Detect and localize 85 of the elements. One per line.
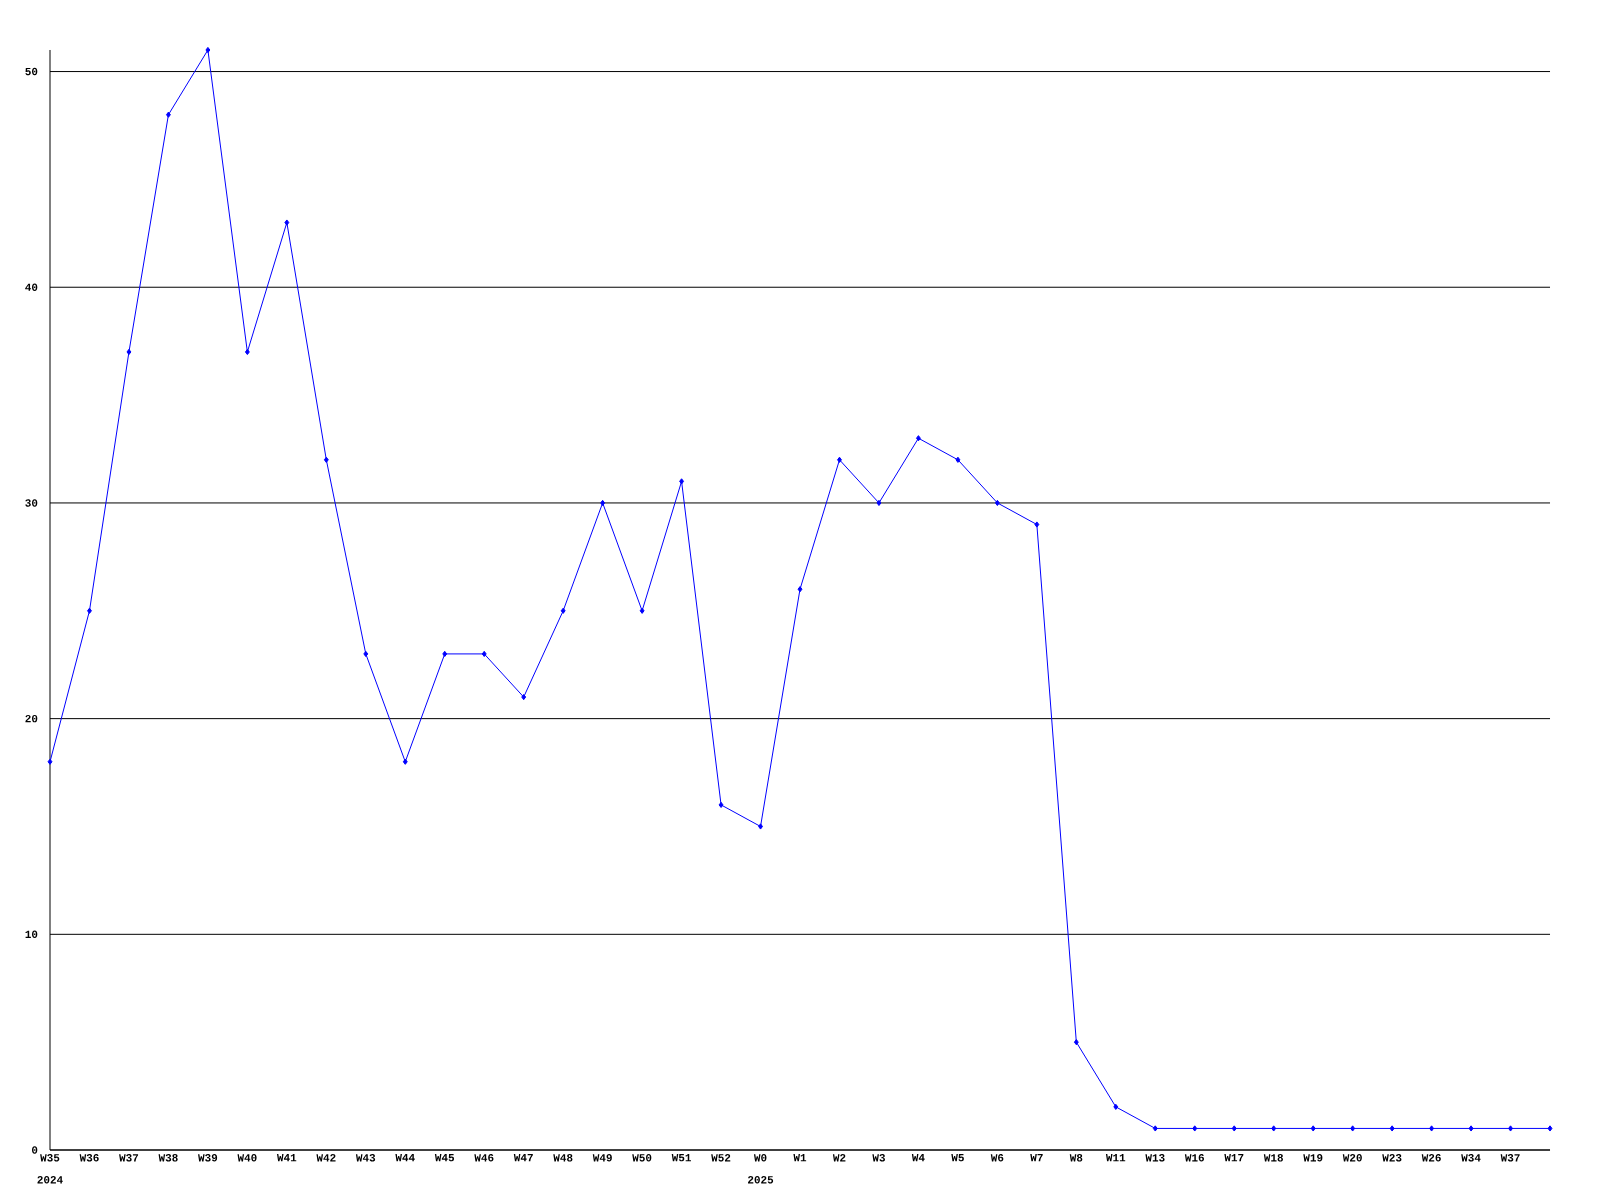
x-tick-label: W1: [793, 1154, 807, 1162]
y-tick-label: 10: [25, 930, 38, 939]
point: [87, 607, 92, 614]
x-tick-label: W16: [1184, 1154, 1204, 1162]
point: [521, 693, 527, 701]
point: [1389, 1125, 1395, 1132]
x-tick-label: W36: [79, 1154, 99, 1162]
x-tick-label: W42: [316, 1154, 336, 1162]
x-tick-label: W5: [951, 1154, 964, 1162]
point: [1152, 1125, 1158, 1132]
point: [837, 456, 842, 463]
point: [47, 758, 53, 765]
point: [1547, 1125, 1553, 1132]
point: [363, 650, 369, 658]
x-tick-label: W13: [1145, 1154, 1165, 1162]
x-tick-label: W46: [474, 1154, 494, 1162]
point: [955, 456, 961, 463]
x-tick-label: W3: [872, 1154, 885, 1162]
x-tick-label: W51: [671, 1154, 691, 1162]
x-tick-label: W26: [1421, 1154, 1441, 1162]
point: [1508, 1125, 1513, 1132]
x-tick-label: W18: [1263, 1154, 1283, 1162]
point: [1310, 1125, 1316, 1132]
y-tick-label: 50: [25, 67, 38, 76]
point: [205, 46, 211, 54]
x-tick-label: W45: [434, 1154, 455, 1162]
point: [876, 499, 882, 507]
point: [758, 823, 763, 830]
text: 2024: [37, 1176, 63, 1184]
x-tick-label: W47: [513, 1154, 533, 1162]
point: [600, 499, 606, 507]
point: [1192, 1125, 1198, 1132]
x-tick-label: W52: [711, 1154, 731, 1162]
point: [1429, 1125, 1435, 1132]
point: [679, 478, 685, 485]
x-tick-label: W37: [1500, 1154, 1520, 1162]
point: [284, 219, 290, 226]
point: [481, 650, 487, 658]
x-tick-label: W11: [1105, 1154, 1126, 1162]
point: [1271, 1125, 1277, 1132]
x-tick-label: W17: [1224, 1154, 1244, 1162]
x-tick-label: W38: [158, 1154, 178, 1162]
x-tick-label: W6: [990, 1154, 1004, 1162]
x-tick-label: W4: [911, 1154, 925, 1162]
x-tick-label: W43: [355, 1154, 376, 1162]
x-tick-label: W19: [1303, 1154, 1323, 1162]
x-tick-label: W44: [395, 1154, 415, 1162]
point: [1113, 1103, 1119, 1110]
x-tick-label: W40: [237, 1154, 257, 1162]
y-tick-label: 20: [25, 714, 38, 723]
y-tick-label: 0: [32, 1146, 38, 1154]
x-tick-label: W35: [40, 1154, 60, 1162]
point: [560, 607, 566, 614]
x-tick-label: W20: [1342, 1154, 1362, 1162]
x-tick-label: W37: [119, 1154, 139, 1162]
point: [126, 348, 132, 356]
point: [1468, 1125, 1474, 1132]
x-tick-label: W49: [592, 1154, 612, 1162]
point: [402, 758, 408, 765]
point: [1073, 1039, 1079, 1046]
point: [639, 607, 645, 614]
x-tick-label: W39: [198, 1154, 218, 1162]
x-tick-label: W41: [276, 1154, 297, 1162]
point: [442, 650, 448, 658]
x-tick-label: W34: [1461, 1154, 1481, 1162]
x-tick-label: W48: [553, 1154, 573, 1162]
x-tick-label: W7: [1030, 1154, 1043, 1162]
point: [718, 801, 724, 808]
point: [323, 456, 329, 463]
y-tick-label: 40: [25, 283, 38, 291]
point: [994, 499, 1000, 507]
point: [797, 586, 803, 593]
x-tick-label: W0: [753, 1154, 767, 1162]
point: [244, 348, 250, 356]
x-tick-label: W50: [632, 1154, 652, 1162]
x-tick-label: W23: [1382, 1154, 1402, 1162]
point: [915, 435, 921, 442]
point: [1034, 521, 1040, 528]
text: 2025: [748, 1176, 774, 1184]
point: [1231, 1125, 1237, 1132]
point: [1350, 1125, 1356, 1132]
x-tick-label: W8: [1069, 1154, 1083, 1162]
y-tick-label: 30: [25, 499, 38, 507]
point: [165, 111, 171, 118]
x-tick-label: W2: [832, 1154, 846, 1162]
